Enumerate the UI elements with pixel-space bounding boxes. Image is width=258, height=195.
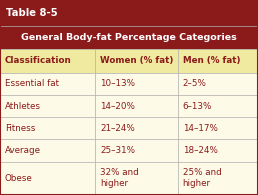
Text: 14–17%: 14–17% (183, 124, 217, 133)
Bar (0, 139, 95, 162)
Bar (0, 26, 258, 49)
Text: Athletes: Athletes (5, 102, 41, 111)
Bar (178, 73, 258, 95)
Text: 32% and
higher: 32% and higher (100, 168, 139, 188)
Bar (178, 162, 258, 195)
Text: Men (% fat): Men (% fat) (183, 56, 240, 66)
Text: 6–13%: 6–13% (183, 102, 212, 111)
Text: 18–24%: 18–24% (183, 146, 217, 155)
Text: 14–20%: 14–20% (100, 102, 135, 111)
Bar (0, 49, 95, 73)
Bar (178, 95, 258, 117)
Bar (0, 73, 95, 95)
Text: 21–24%: 21–24% (100, 124, 135, 133)
Text: Women (% fat): Women (% fat) (100, 56, 173, 66)
Bar (95, 73, 178, 95)
Bar (95, 162, 178, 195)
Text: Obese: Obese (5, 174, 33, 183)
Bar (0, 117, 95, 139)
Text: Essential fat: Essential fat (5, 79, 59, 88)
Text: Average: Average (5, 146, 41, 155)
Text: General Body-fat Percentage Categories: General Body-fat Percentage Categories (21, 33, 237, 42)
Bar (95, 117, 178, 139)
Text: 10–13%: 10–13% (100, 79, 135, 88)
Text: Classification: Classification (5, 56, 71, 66)
Bar (0, 95, 95, 117)
Text: 2–5%: 2–5% (183, 79, 207, 88)
Bar (178, 139, 258, 162)
Text: 25% and
higher: 25% and higher (183, 168, 221, 188)
Text: 25–31%: 25–31% (100, 146, 135, 155)
Bar (178, 49, 258, 73)
Bar (95, 95, 178, 117)
Text: Fitness: Fitness (5, 124, 35, 133)
Bar (95, 139, 178, 162)
Text: Table 8-5: Table 8-5 (6, 8, 58, 18)
Bar (95, 49, 178, 73)
Bar (0, 0, 258, 26)
Bar (178, 117, 258, 139)
Bar (0, 162, 95, 195)
